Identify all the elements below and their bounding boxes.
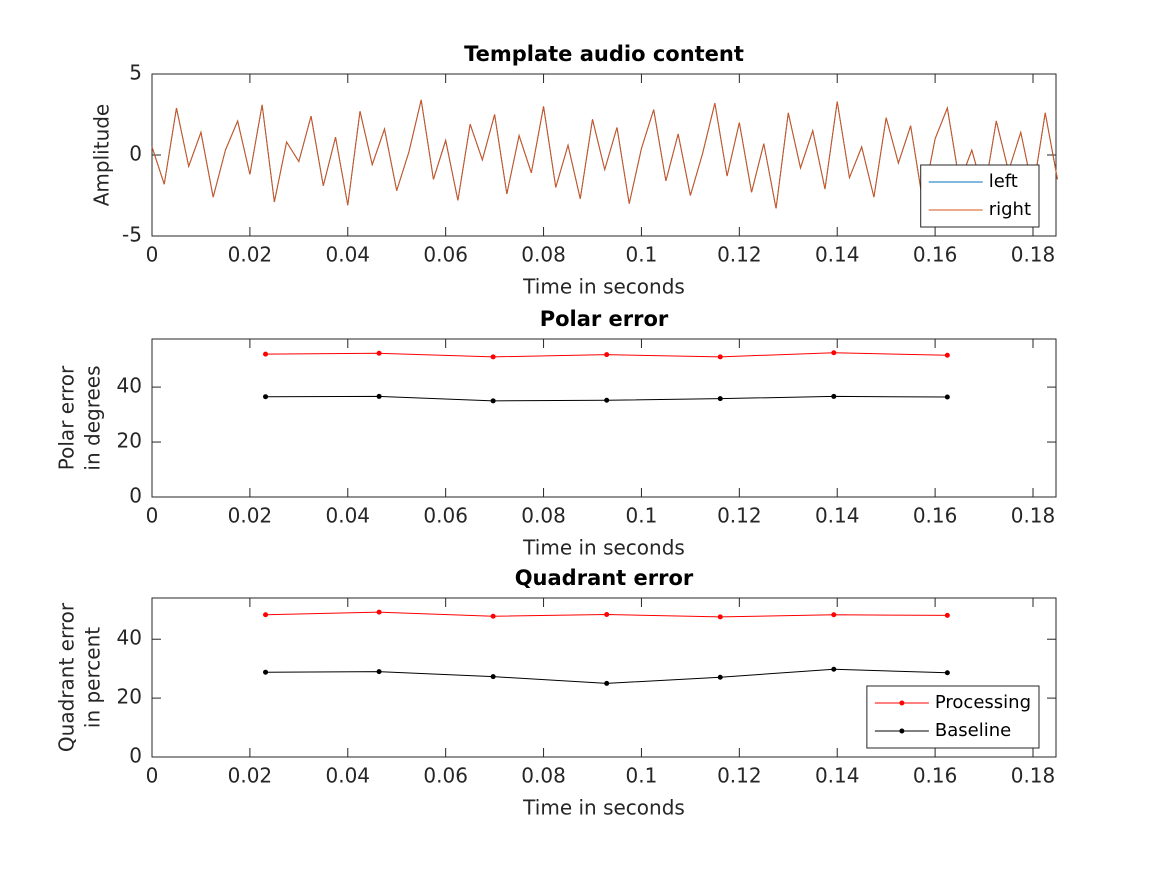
point xyxy=(490,354,496,360)
y-tick-label: 0 xyxy=(129,744,142,768)
x-tick-label: 0.12 xyxy=(717,243,762,267)
x-tick-label: 0.16 xyxy=(913,243,958,267)
plot-area xyxy=(151,338,1057,498)
legend-box xyxy=(920,164,1040,228)
y-tick-label: 20 xyxy=(117,429,142,453)
point xyxy=(831,393,837,399)
x-tick-label: 0.04 xyxy=(326,504,371,528)
legend-label: Processing xyxy=(935,692,1031,713)
x-tick-label: 0.04 xyxy=(326,764,371,788)
x-tick-label: 0.02 xyxy=(228,504,273,528)
x-tick-label: 0.1 xyxy=(626,504,658,528)
x-tick-label: 0.08 xyxy=(521,504,566,528)
point xyxy=(263,394,269,400)
point xyxy=(831,666,837,672)
legend-label: Baseline xyxy=(935,720,1011,741)
point xyxy=(717,614,723,620)
y-axis-label: Polar error xyxy=(55,365,79,470)
point xyxy=(944,352,950,358)
legend: Processing Baseline xyxy=(866,685,1040,749)
point xyxy=(604,611,610,617)
legend-marker xyxy=(899,728,905,734)
y-tick-label: 0 xyxy=(129,484,142,508)
x-tick-label: 0 xyxy=(146,504,159,528)
point xyxy=(831,612,837,618)
legend-marker xyxy=(899,700,905,706)
point xyxy=(376,669,382,675)
point xyxy=(376,350,382,356)
point xyxy=(376,609,382,615)
x-tick-label: 0.18 xyxy=(1011,504,1056,528)
x-tick-label: 0.08 xyxy=(521,764,566,788)
subplot: Quadrant error 0 0.02 0.04 0.06 0.08 0.1 0.12 0.… xyxy=(55,566,1057,820)
point xyxy=(490,398,496,404)
point xyxy=(263,612,269,618)
y-axis-label: Amplitude xyxy=(90,104,114,207)
x-tick-label: 0.02 xyxy=(228,243,273,267)
point xyxy=(604,680,610,686)
point xyxy=(717,396,723,402)
y-tick-label: 40 xyxy=(117,626,142,650)
plot-area xyxy=(151,73,1057,237)
x-axis-label: Time in seconds xyxy=(522,796,685,820)
x-tick-label: 0.02 xyxy=(228,764,273,788)
point xyxy=(944,394,950,400)
x-tick-label: 0.06 xyxy=(423,243,468,267)
point xyxy=(604,352,610,358)
x-tick-label: 0.16 xyxy=(913,764,958,788)
y-tick-label: 20 xyxy=(117,685,142,709)
legend: left right xyxy=(920,164,1040,228)
x-axis-label: Time in seconds xyxy=(522,536,685,560)
subplot: Template audio content 0 0.02 0.04 0.06 0.08 0… xyxy=(90,42,1058,299)
point xyxy=(263,351,269,357)
series-line xyxy=(151,99,1058,209)
point xyxy=(944,612,950,618)
point xyxy=(944,670,950,676)
x-tick-label: 0.14 xyxy=(815,504,860,528)
x-tick-label: 0.06 xyxy=(423,764,468,788)
x-tick-label: 0.08 xyxy=(521,243,566,267)
x-tick-label: 0.04 xyxy=(326,243,371,267)
legend-label: left xyxy=(989,171,1018,192)
point xyxy=(717,674,723,680)
legend-box xyxy=(866,685,1040,749)
x-axis-label: Time in seconds xyxy=(522,275,685,299)
y-axis-label: Quadrant error xyxy=(55,602,79,752)
subplot: Polar error 0 0.02 0.04 0.06 0.08 0.1 0.12 0.14 0… xyxy=(55,307,1057,560)
x-tick-label: 0.14 xyxy=(815,764,860,788)
chart-title: Polar error xyxy=(540,307,669,331)
x-tick-label: 0.18 xyxy=(1011,764,1056,788)
x-tick-label: 0 xyxy=(146,764,159,788)
y-axis-label: in degrees xyxy=(81,365,105,470)
y-tick-label: 0 xyxy=(129,142,142,166)
x-tick-label: 0.14 xyxy=(815,243,860,267)
x-tick-label: 0.06 xyxy=(423,504,468,528)
point xyxy=(490,613,496,619)
x-tick-label: 0.12 xyxy=(717,504,762,528)
point xyxy=(831,350,837,356)
y-tick-label: 40 xyxy=(117,374,142,398)
chart-title: Quadrant error xyxy=(515,566,694,590)
x-tick-label: 0.1 xyxy=(626,764,658,788)
x-tick-label: 0.1 xyxy=(626,243,658,267)
point xyxy=(376,393,382,399)
point xyxy=(490,674,496,680)
point xyxy=(604,397,610,403)
legend-label: right xyxy=(989,199,1031,220)
x-tick-label: 0.12 xyxy=(717,764,762,788)
y-tick-label: 5 xyxy=(129,61,142,85)
y-axis-label: in percent xyxy=(81,627,105,728)
x-tick-label: 0.16 xyxy=(913,504,958,528)
point xyxy=(717,354,723,360)
point xyxy=(263,669,269,675)
x-tick-label: 0.18 xyxy=(1011,243,1056,267)
y-tick-label: -5 xyxy=(122,223,142,247)
x-tick-label: 0 xyxy=(146,243,159,267)
chart-title: Template audio content xyxy=(464,42,744,66)
